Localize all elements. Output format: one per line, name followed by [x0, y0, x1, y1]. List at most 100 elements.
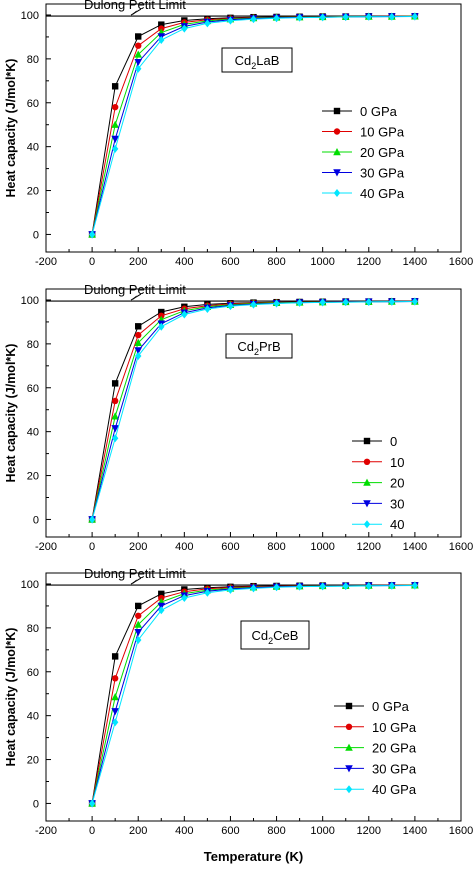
- x-tick-label: 600: [221, 825, 239, 837]
- x-tick-label: 800: [267, 541, 285, 553]
- data-point: [134, 58, 143, 67]
- data-point: [411, 297, 419, 306]
- x-axis-label: Temperature (K): [204, 849, 303, 864]
- data-point: [111, 434, 119, 443]
- x-tick-label: 1400: [403, 256, 427, 268]
- legend: 0 GPa 10 GPa 20 GPa 30 GPa 40 GPa: [334, 699, 417, 797]
- chart-panel-3: -200 0 200 400 600 800 1000 1200 1400 1600 0 20 40 60…: [4, 566, 473, 864]
- y-tick-label: 0: [33, 514, 39, 526]
- y-tick-label: 60: [27, 667, 39, 679]
- series-2: [88, 298, 419, 523]
- x-tick-label: 1600: [449, 541, 473, 553]
- data-point: [111, 718, 119, 727]
- data-point: [111, 708, 119, 716]
- data-point: [227, 16, 234, 25]
- data-point: [158, 590, 165, 598]
- legend-marker: [345, 702, 353, 710]
- data-point: [319, 13, 326, 22]
- annotation-arrowhead: [131, 295, 137, 301]
- legend-marker: [333, 148, 341, 156]
- y-tick-label: 80: [27, 54, 39, 66]
- data-point: [111, 693, 119, 701]
- compound-subscript: 2: [268, 636, 273, 646]
- legend-marker: [333, 107, 341, 115]
- annotation-arrowhead: [131, 10, 137, 16]
- data-point: [342, 582, 349, 591]
- data-point: [135, 351, 142, 360]
- y-tick-label: 40: [27, 711, 39, 723]
- compound-main: Cd: [237, 339, 254, 354]
- series-line: [91, 585, 415, 804]
- x-tick-label: 0: [89, 825, 95, 837]
- compound-label-box: [225, 333, 293, 359]
- compound-label-box: [240, 620, 310, 650]
- compound-main: Cd: [252, 628, 269, 643]
- data-point: [158, 35, 165, 44]
- legend-label: 20 GPa: [372, 741, 417, 756]
- chart-panel-1: -200 0 200 400 600 800 1000 1200 1400 1600 0 20 40 60…: [4, 0, 473, 268]
- data-point: [135, 635, 142, 644]
- data-point: [88, 799, 96, 808]
- data-point: [250, 584, 257, 593]
- y-tick-label: 20: [27, 755, 39, 767]
- legend-label: 30 GPa: [372, 761, 417, 776]
- legend-marker: [345, 723, 353, 730]
- data-point: [135, 602, 142, 610]
- legend-label: 40 GPa: [360, 186, 405, 201]
- y-axis-label: Heat capacity (J/mol*K): [4, 628, 18, 767]
- x-tick-label: 1600: [449, 825, 473, 837]
- legend-marker: [345, 785, 353, 794]
- data-point: [135, 323, 142, 330]
- data-point: [134, 629, 143, 637]
- y-axis-label: Heat capacity (J/mol*K): [4, 344, 18, 483]
- legend-marker: [333, 169, 341, 177]
- data-point: [158, 308, 165, 316]
- legend-marker: [363, 478, 371, 486]
- x-tick-label: 400: [175, 256, 193, 268]
- legend-marker: [333, 189, 341, 197]
- data-point: [134, 50, 143, 58]
- data-point: [111, 397, 119, 405]
- compound-subscript: 2: [251, 61, 256, 71]
- data-point: [111, 103, 119, 111]
- y-tick-label: 0: [33, 229, 39, 241]
- data-point: [319, 298, 326, 307]
- x-tick-label: 200: [129, 541, 147, 553]
- legend-label: 10 GPa: [360, 125, 405, 140]
- x-tick-label: 800: [267, 256, 285, 268]
- data-point: [181, 310, 188, 319]
- data-point: [388, 12, 396, 21]
- y-tick-label: 80: [27, 623, 39, 635]
- dulong-petit-label: Dulong Petit Limit: [84, 282, 186, 297]
- data-point: [88, 515, 96, 524]
- series-3: [88, 297, 419, 523]
- x-tick-label: 600: [221, 256, 239, 268]
- series-5: [88, 12, 419, 239]
- legend-label: 10: [390, 455, 404, 470]
- data-point: [227, 585, 234, 594]
- x-tick-label: 1600: [449, 256, 473, 268]
- legend-marker: [333, 128, 341, 135]
- data-point: [204, 588, 211, 597]
- x-tick-label: 200: [129, 256, 147, 268]
- data-point: [250, 300, 257, 309]
- x-tick-label: 1200: [357, 825, 381, 837]
- chart-panel-2: -200 0 200 400 600 800 1000 1200 1400 16000204060…: [4, 282, 473, 553]
- x-tick-label: 1000: [310, 256, 334, 268]
- data-point: [88, 230, 96, 239]
- data-point: [111, 675, 119, 682]
- data-point: [135, 33, 142, 40]
- data-point: [296, 582, 303, 591]
- annotation-arrowhead: [131, 579, 137, 585]
- y-axis-label: Heat capacity (J/mol*K): [4, 59, 18, 198]
- data-point: [158, 21, 165, 28]
- legend-marker: [363, 520, 371, 529]
- data-point: [342, 298, 349, 307]
- compound-main: Cd: [235, 53, 252, 68]
- compound-rest: PrB: [259, 339, 281, 354]
- legend-label: 30: [390, 496, 404, 511]
- y-tick-label: 100: [21, 579, 39, 591]
- y-tick-label: 100: [21, 10, 39, 22]
- data-point: [296, 298, 303, 307]
